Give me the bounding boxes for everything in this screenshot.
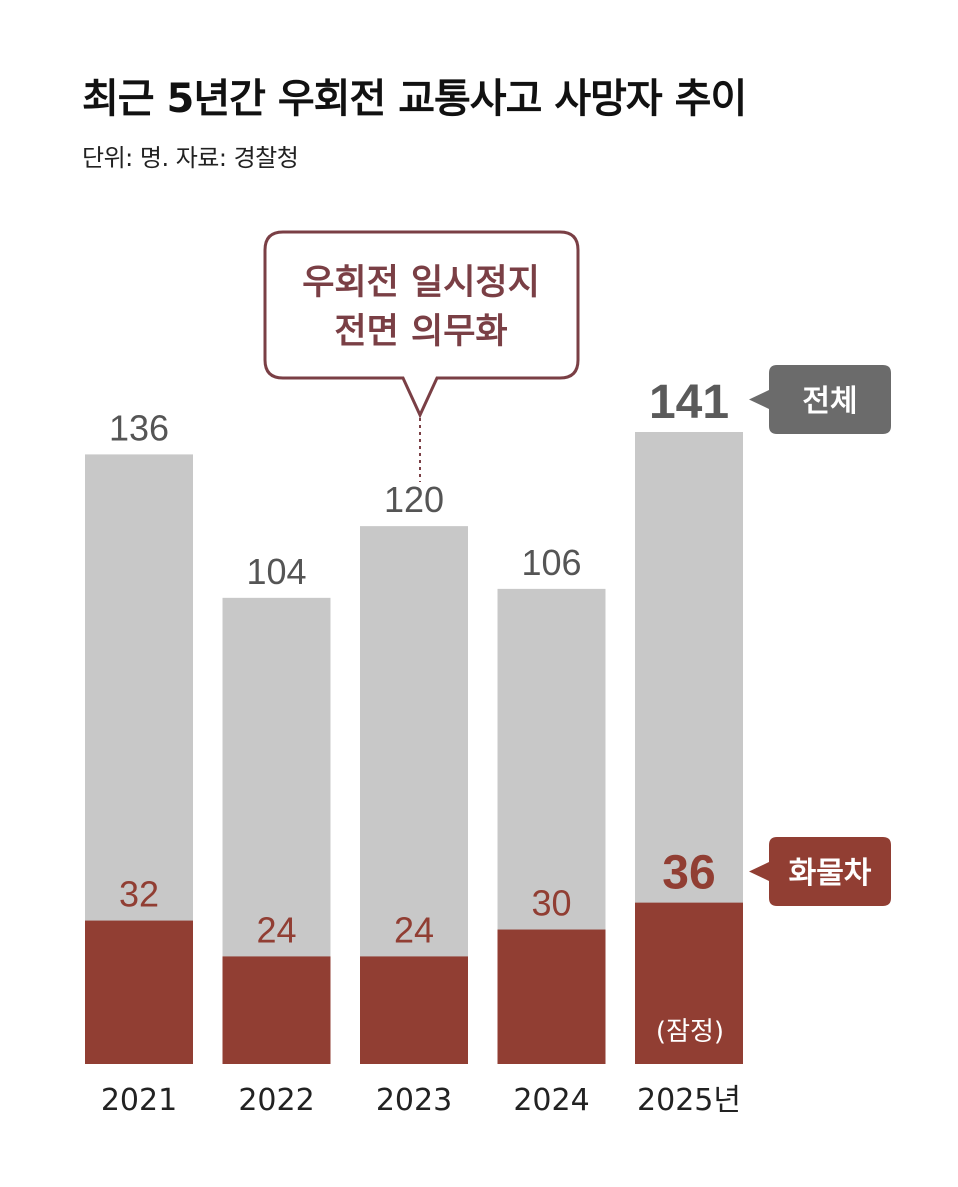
label-total-4: 141 — [649, 376, 729, 429]
legend-tag-total-shape — [749, 365, 891, 434]
bar-truck-1 — [222, 956, 331, 1064]
label-truck-1: 24 — [256, 909, 296, 950]
callout-bubble: 우회전 일시정지 전면 의무화 — [263, 230, 580, 482]
callout-box — [263, 230, 580, 419]
value-labels: 136 32 104 24 120 24 106 30 141 36 — [109, 376, 729, 950]
legend-tag-truck-label: 화물차 — [789, 856, 872, 891]
bar-truck-4 — [635, 902, 743, 1064]
x-tick-4: 2025년 — [637, 1083, 741, 1118]
callout-line-1: 우회전 일시정지 — [302, 263, 540, 303]
chart-title: 최근 5년간 우회전 교통사고 사망자 추이 — [82, 76, 747, 122]
x-tick-2: 2023 — [376, 1083, 452, 1118]
label-truck-2: 24 — [394, 909, 434, 950]
label-total-0: 136 — [109, 407, 169, 448]
chart-subtitle: 단위: 명. 자료: 경찰청 — [82, 144, 299, 172]
legend-tag-total: 전체 — [749, 365, 891, 434]
legend-tag-truck-shape — [749, 837, 891, 906]
bar-truck-3 — [497, 929, 606, 1064]
label-truck-0: 32 — [119, 874, 159, 915]
bar-truck-0 — [85, 920, 193, 1064]
label-total-2: 120 — [384, 479, 444, 520]
legend-tag-total-label: 전체 — [802, 384, 857, 419]
label-truck-3: 30 — [531, 883, 571, 924]
x-tick-0: 2021 — [101, 1083, 177, 1118]
x-axis-labels: 2021 2022 2023 2024 2025년 — [101, 1083, 741, 1118]
x-tick-1: 2022 — [238, 1083, 314, 1118]
bar-truck-2 — [360, 956, 468, 1064]
truck-bars — [85, 902, 743, 1064]
label-total-1: 104 — [246, 551, 306, 592]
provisional-note: (잠정) — [656, 1017, 724, 1047]
label-total-3: 106 — [521, 542, 581, 583]
x-tick-3: 2024 — [513, 1083, 589, 1118]
label-truck-4: 36 — [662, 847, 715, 900]
legend-tag-truck: 화물차 — [749, 837, 891, 906]
callout-line-2: 전면 의무화 — [334, 312, 507, 352]
